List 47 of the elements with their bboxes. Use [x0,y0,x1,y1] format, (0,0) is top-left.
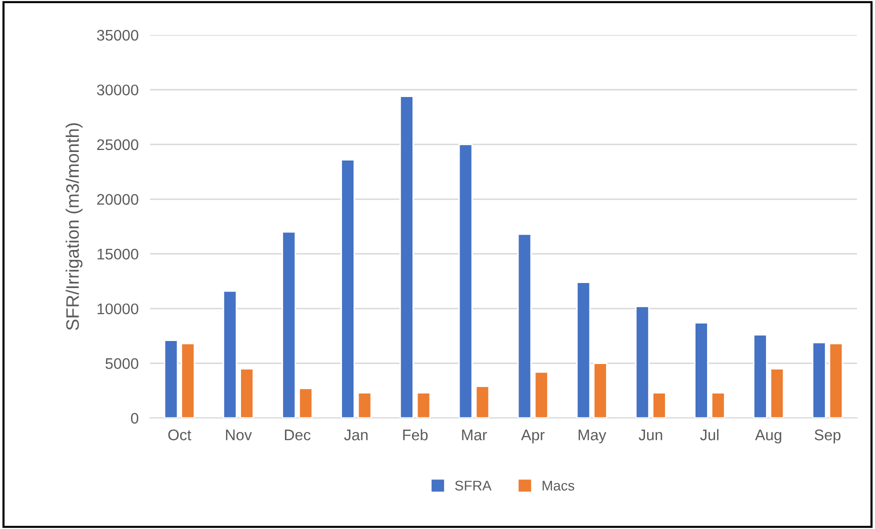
x-tick-label: Sep [814,430,840,444]
y-tick-label: 10000 [98,303,138,314]
y-tick-label: 35000 [96,30,138,41]
x-tick-label: Dec [284,430,310,440]
x-tick-label: Nov [226,430,252,440]
bar [340,159,355,418]
x-tick-label: Mar [462,430,487,440]
bar [710,392,726,418]
bar [753,334,768,418]
y-tick-label: 30000 [96,84,138,96]
bar [828,342,844,418]
bar [298,388,313,418]
bar [164,340,178,418]
legend-label: Macs [542,480,574,491]
x-tick-label: Aug [755,430,782,444]
y-axis-title: SFR/Irrigation (m3/month) [66,123,83,330]
bar [222,290,238,418]
x-tick-label: Apr [521,430,545,444]
y-tick-label: 20000 [97,194,138,205]
bar [416,392,431,418]
x-tick-label: Jun [638,430,662,440]
x-tick-label: Jul [700,429,718,440]
bar [652,392,666,418]
bar [770,368,784,418]
x-tick-label: Jan [344,430,368,440]
x-tick-label: Feb [403,429,428,440]
bar [635,306,650,418]
bar [282,231,296,418]
y-tick-label: 25000 [97,139,138,150]
bar [534,371,549,418]
bar [475,386,490,418]
bar [240,368,254,418]
bar [357,392,372,418]
legend-label: SFRA [455,480,492,491]
y-tick-label: 0 [130,412,138,424]
bar [576,282,591,418]
bar [812,342,826,418]
bar [694,322,708,418]
bar [180,342,196,418]
y-tick-label: 5000 [106,358,138,369]
bar [400,96,414,418]
bar [593,362,608,418]
y-tick-label: 15000 [98,248,138,260]
bar [517,233,532,418]
x-tick-label: May [578,430,606,444]
x-tick-label: Oct [168,430,192,440]
bar [458,144,473,418]
